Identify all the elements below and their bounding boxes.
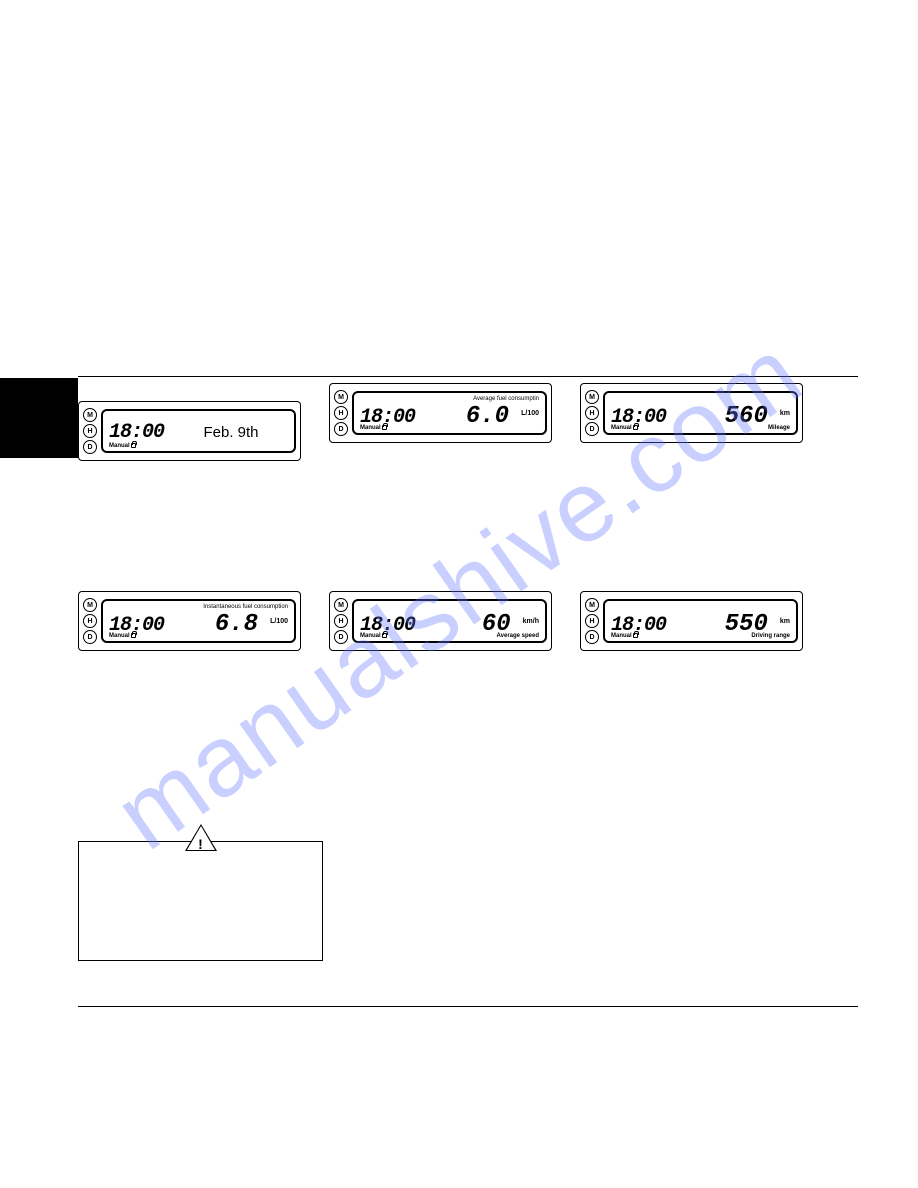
unit-label: L/100 bbox=[521, 410, 539, 417]
button-column: M H D bbox=[585, 388, 599, 438]
unit-label: km/h bbox=[523, 618, 539, 625]
lcd-screen: 18:00 60 km/h Manual Average speed bbox=[352, 599, 547, 643]
lock-icon bbox=[633, 425, 638, 430]
h-button[interactable]: H bbox=[585, 406, 599, 420]
mode-label: Manual bbox=[360, 633, 387, 639]
lcd-screen: Instantaneous fuel consumption 18:00 6.8… bbox=[101, 599, 296, 643]
button-column: M H D bbox=[83, 406, 97, 456]
display-row-1: M H D 18:00 Feb. 9th Manual M H bbox=[78, 383, 858, 461]
lock-icon bbox=[382, 425, 387, 430]
d-button[interactable]: D bbox=[83, 440, 97, 454]
caution-box: ! bbox=[78, 841, 323, 961]
lock-icon bbox=[633, 633, 638, 638]
display-date: M H D 18:00 Feb. 9th Manual bbox=[78, 401, 301, 461]
display-mileage: M H D 18:00 560 km Manual Mileage bbox=[580, 383, 803, 443]
page-content: M H D 18:00 Feb. 9th Manual M H bbox=[78, 370, 858, 961]
date-value: Feb. 9th bbox=[174, 424, 288, 441]
m-button[interactable]: M bbox=[334, 390, 348, 404]
lcd-screen: Average fuel consumptin 18:00 6.0 L/100 … bbox=[352, 391, 547, 435]
lcd-screen: 18:00 560 km Manual Mileage bbox=[603, 391, 798, 435]
h-button[interactable]: H bbox=[83, 614, 97, 628]
mode-label: Manual bbox=[360, 425, 387, 431]
d-button[interactable]: D bbox=[334, 422, 348, 436]
d-button[interactable]: D bbox=[585, 422, 599, 436]
time-value: 18:00 bbox=[109, 421, 164, 444]
button-column: M H D bbox=[334, 388, 348, 438]
display-avg-fuel: M H D Average fuel consumptin 18:00 6.0 … bbox=[329, 383, 552, 443]
header-label: Instantaneous fuel consumption bbox=[203, 604, 288, 610]
lock-icon bbox=[131, 443, 136, 448]
lock-icon bbox=[131, 633, 136, 638]
display-driving-range: M H D 18:00 550 km Manual Driving range bbox=[580, 591, 803, 651]
caution-exclaim-icon: ! bbox=[198, 836, 203, 852]
footer-label: Driving range bbox=[751, 633, 790, 639]
side-tab bbox=[0, 378, 78, 458]
lock-icon bbox=[382, 633, 387, 638]
mode-label: Manual bbox=[611, 425, 638, 431]
m-button[interactable]: M bbox=[585, 598, 599, 612]
lcd-screen: 18:00 Feb. 9th Manual bbox=[101, 409, 296, 453]
button-column: M H D bbox=[83, 596, 97, 646]
h-button[interactable]: H bbox=[334, 614, 348, 628]
unit-label: km bbox=[780, 410, 790, 417]
display-inst-fuel: M H D Instantaneous fuel consumption 18:… bbox=[78, 591, 301, 651]
m-button[interactable]: M bbox=[83, 598, 97, 612]
display-avg-speed: M H D 18:00 60 km/h Manual Average speed bbox=[329, 591, 552, 651]
d-button[interactable]: D bbox=[334, 630, 348, 644]
button-column: M H D bbox=[585, 596, 599, 646]
m-button[interactable]: M bbox=[83, 408, 97, 422]
m-button[interactable]: M bbox=[334, 598, 348, 612]
unit-label: km bbox=[780, 618, 790, 625]
d-button[interactable]: D bbox=[585, 630, 599, 644]
d-button[interactable]: D bbox=[83, 630, 97, 644]
m-button[interactable]: M bbox=[585, 390, 599, 404]
h-button[interactable]: H bbox=[334, 406, 348, 420]
h-button[interactable]: H bbox=[585, 614, 599, 628]
unit-label: L/100 bbox=[270, 618, 288, 625]
mode-label: Manual bbox=[109, 443, 136, 449]
button-column: M H D bbox=[334, 596, 348, 646]
h-button[interactable]: H bbox=[83, 424, 97, 438]
divider-top bbox=[78, 376, 858, 377]
divider-bottom bbox=[78, 1006, 858, 1007]
mode-label: Manual bbox=[109, 633, 136, 639]
footer-label: Mileage bbox=[768, 425, 790, 431]
footer-label: Average speed bbox=[497, 633, 539, 639]
mode-label: Manual bbox=[611, 633, 638, 639]
lcd-screen: 18:00 550 km Manual Driving range bbox=[603, 599, 798, 643]
header-label: Average fuel consumptin bbox=[473, 396, 539, 402]
display-row-2: M H D Instantaneous fuel consumption 18:… bbox=[78, 591, 858, 651]
